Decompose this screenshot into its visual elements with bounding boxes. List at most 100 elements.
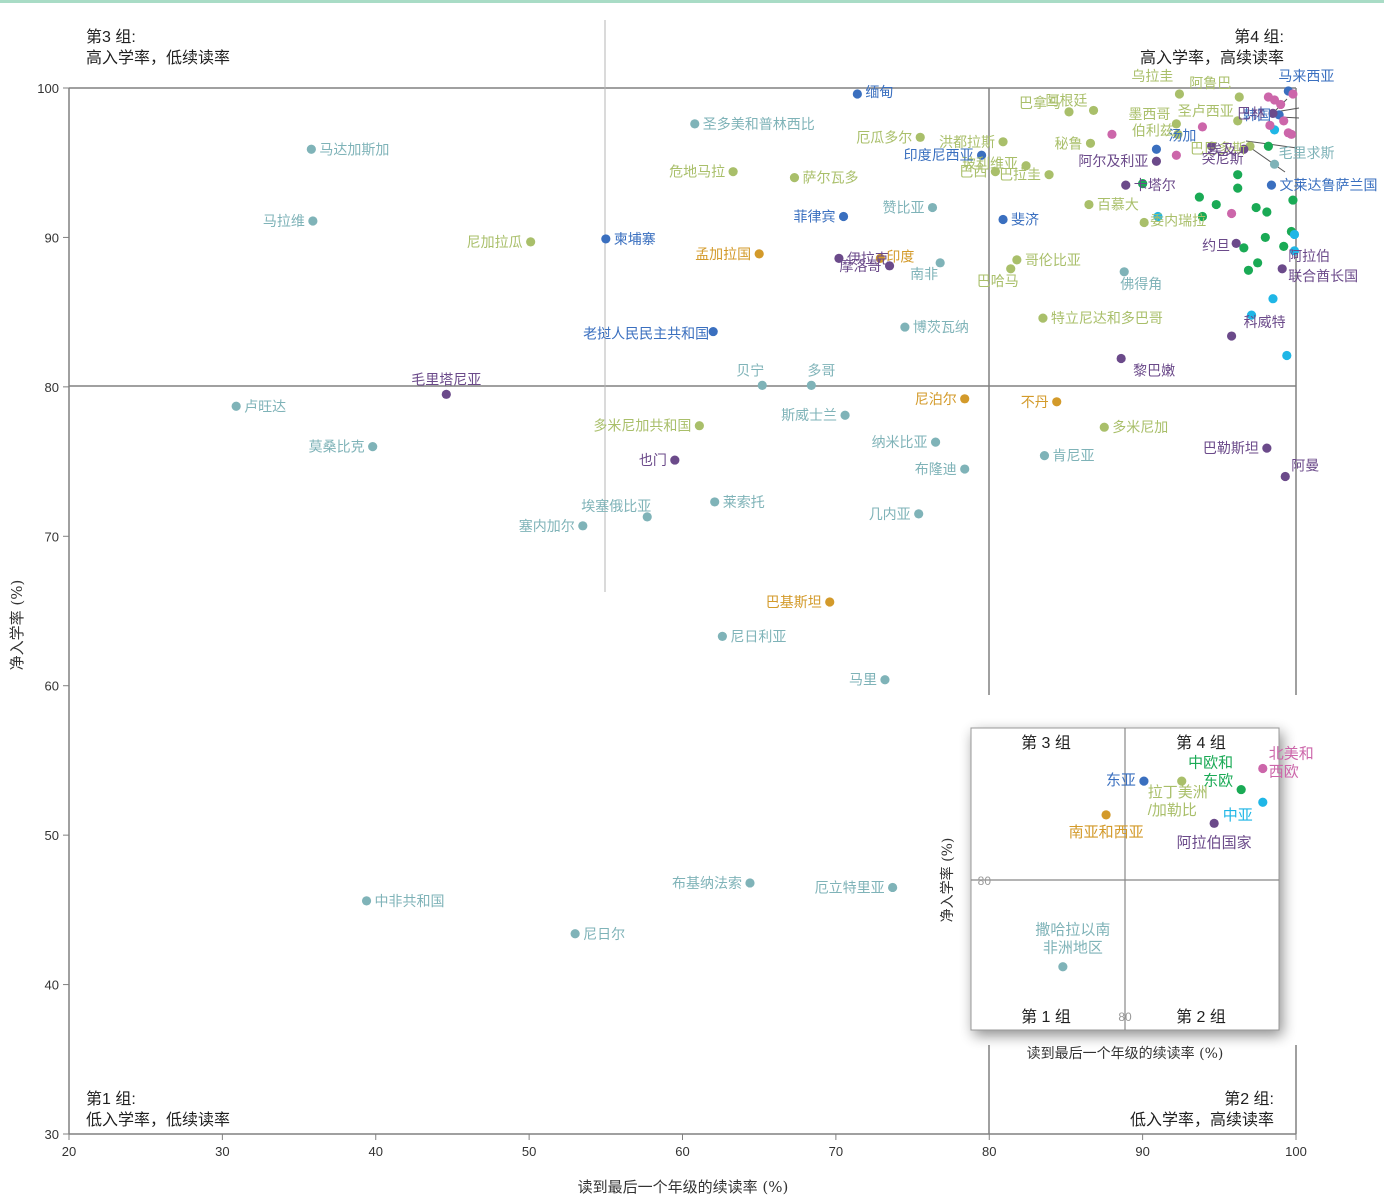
data-point-label: 文莱达鲁萨兰国: [1279, 178, 1377, 194]
data-point: [840, 410, 850, 420]
data-point: [1039, 450, 1050, 461]
data-point-label: 尼日尔: [583, 927, 625, 943]
data-point-label: 斯威士兰: [781, 408, 837, 424]
data-point: [900, 322, 910, 332]
quadrant-4-desc: 高入学率，高续读率: [1140, 49, 1284, 67]
data-point-label: 南非: [910, 267, 938, 283]
data-point-label: 联合酋长国: [1288, 268, 1358, 285]
data-point: [1276, 99, 1286, 110]
data-point: [601, 234, 611, 244]
inset-group-3: 第 3 组: [1021, 734, 1071, 752]
data-point: [1207, 141, 1217, 151]
data-points: [231, 86, 1300, 939]
x-tick-label: 60: [675, 1144, 689, 1159]
data-point: [1021, 161, 1031, 171]
data-point-label: 厄瓜多尔: [856, 129, 912, 146]
data-point-label: 博茨瓦纳: [913, 319, 969, 336]
data-point: [1265, 120, 1275, 130]
x-tick-label: 30: [215, 1144, 229, 1159]
inset-y-axis-title: 净入学率 (%): [939, 838, 956, 923]
data-point: [1107, 129, 1117, 139]
data-point: [717, 631, 727, 642]
data-point: [670, 455, 680, 465]
y-tick-label: 30: [45, 1127, 59, 1142]
data-point-label: 巴哈马: [977, 274, 1019, 290]
data-point: [308, 216, 318, 226]
data-point-label: 不丹: [1021, 395, 1049, 411]
data-point: [1262, 207, 1272, 217]
inset-region-label: 东亚: [1106, 772, 1136, 789]
x-axis-title: 读到最后一个年级的续读率 (%): [578, 1178, 789, 1196]
data-point: [690, 119, 700, 129]
data-point: [1138, 179, 1148, 189]
data-point-label: 伊拉克: [847, 251, 889, 267]
data-point-label: 科威特: [1244, 315, 1286, 331]
y-tick-label: 40: [45, 978, 59, 993]
data-point-label: 汤加: [1168, 128, 1196, 144]
data-point: [441, 389, 451, 399]
x-tick-label: 80: [982, 1144, 996, 1159]
x-tick-label: 70: [829, 1144, 843, 1159]
data-point: [1279, 241, 1289, 251]
data-point-label: 马拉维: [263, 214, 305, 230]
data-point-label: 斐济: [1011, 212, 1039, 228]
quadrant-2-group: 第2 组:: [1224, 1090, 1274, 1108]
y-tick-label: 80: [45, 380, 59, 395]
y-axis-title: 净入学率 (%): [8, 580, 26, 671]
inset-y-tick: 80: [978, 874, 992, 888]
data-point-label: 突尼斯: [1202, 151, 1244, 167]
data-point: [1251, 202, 1261, 213]
data-point: [1289, 246, 1300, 256]
x-tick-label: 20: [62, 1144, 76, 1159]
data-point: [526, 237, 536, 247]
data-point-label: 洪都拉斯: [939, 135, 995, 151]
data-point: [1226, 331, 1237, 341]
data-point: [935, 258, 945, 268]
data-point: [1084, 199, 1094, 210]
data-point: [1262, 443, 1272, 453]
x-tick-label: 100: [1285, 1144, 1307, 1159]
inset-x-axis-title: 读到最后一个年级的续读率 (%): [1027, 1045, 1224, 1062]
inset-region-label: 阿拉伯国家: [1177, 834, 1252, 851]
y-tick-label: 100: [37, 81, 59, 96]
inset-group-2: 第 2 组: [1176, 1008, 1226, 1026]
data-point-label: 赞比亚: [883, 201, 925, 217]
data-point-label: 马里: [849, 673, 877, 689]
data-point: [927, 202, 938, 213]
quadrant-1-desc: 低入学率，低续读率: [86, 1111, 230, 1129]
data-point: [1211, 199, 1221, 210]
inset-region-point: [1209, 818, 1219, 828]
data-point-label: 布隆迪: [915, 462, 957, 478]
data-point-label: 约旦: [1202, 238, 1230, 254]
data-point: [1280, 471, 1290, 482]
data-point-label: 肯尼亚: [1052, 449, 1094, 465]
data-point-label: 马达加斯加: [319, 142, 389, 158]
data-point: [1197, 122, 1208, 132]
data-point: [838, 211, 849, 222]
data-point: [708, 326, 718, 337]
y-tick-label: 70: [45, 529, 59, 544]
data-point: [930, 437, 941, 447]
data-point: [1239, 243, 1249, 253]
data-point-label: 老挝人民民主共和国: [583, 327, 709, 343]
data-point: [875, 253, 885, 263]
x-tick-label: 90: [1135, 1144, 1149, 1159]
data-point: [1064, 107, 1074, 117]
data-point-label: 巴勒斯坦: [1203, 441, 1259, 457]
data-point: [1233, 170, 1243, 180]
data-point: [915, 132, 925, 142]
data-point: [880, 675, 890, 685]
data-point: [745, 878, 755, 888]
data-point-label: 巴林: [1237, 106, 1265, 122]
data-point-label: 埃塞俄比亚: [581, 498, 651, 515]
data-point-label: 哥伦比亚: [1025, 253, 1081, 269]
data-point: [1286, 129, 1296, 139]
data-point-label: 布基纳法索: [672, 875, 742, 892]
data-point-label: 圣卢西亚: [1178, 104, 1234, 120]
data-point-label: 埃及: [1208, 142, 1236, 158]
data-point: [1099, 422, 1109, 432]
data-point-label: 秘鲁: [1054, 136, 1082, 152]
